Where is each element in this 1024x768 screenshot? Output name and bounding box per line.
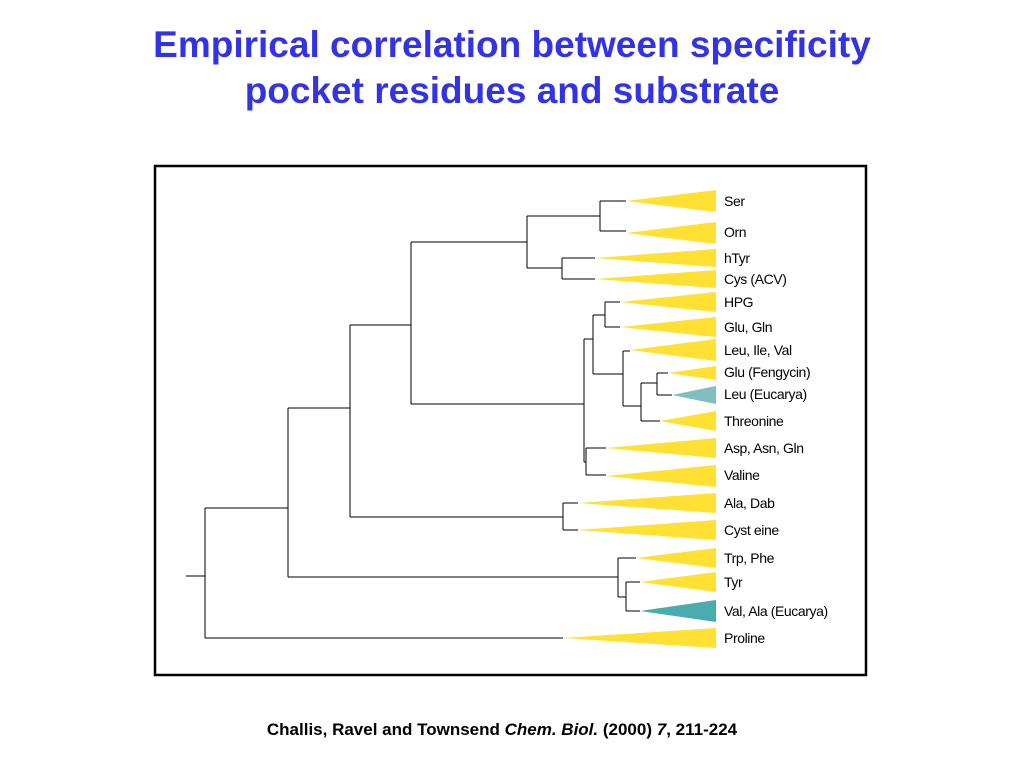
leaf-label-val-ala-eucarya: Val, Ala (Eucarya) — [724, 603, 828, 619]
leaf-wedge — [640, 572, 716, 592]
citation-authors: Challis, Ravel and Townsend — [266, 720, 505, 739]
leaf-label-cys-acv: Cys (ACV) — [724, 271, 787, 287]
leaf-label-threonine: Threonine — [724, 413, 784, 429]
branch-leu-thr — [593, 350, 630, 406]
leaf-wedges — [563, 190, 716, 648]
citation-volume: 7 — [656, 720, 667, 739]
leaf-wedge — [636, 548, 716, 568]
leaf-label-leu-ile-val: Leu, Ile, Val — [724, 342, 792, 358]
branch-ser-orn — [527, 200, 626, 232]
leaf-label-trp-phe: Trp, Phe — [724, 550, 775, 566]
leaf-wedge — [626, 222, 716, 244]
citation: Challis, Ravel and Townsend Chem. Biol. … — [0, 720, 1004, 740]
branch-trp-tyr-split — [617, 557, 636, 597]
branch-asp-valine — [584, 447, 606, 476]
leaf-label-leu-eucarya: Leu (Eucarya) — [724, 386, 807, 402]
leaf-label-orn: Orn — [724, 224, 746, 240]
citation-journal: Chem. Biol. — [504, 720, 599, 739]
leaf-label-glu-gln: Glu, Gln — [724, 319, 772, 335]
leaf-label-valine: Valine — [724, 467, 760, 483]
leaf-wedge — [606, 438, 716, 458]
leaf-label-ala-dab: Ala, Dab — [724, 495, 775, 511]
leaf-labels: Ser Orn hTyr Cys (ACV) HPG Glu, Gln Leu,… — [724, 193, 828, 646]
leaf-wedge — [672, 386, 716, 404]
leaf-label-glu-fengycin: Glu (Fengycin) — [724, 364, 810, 380]
leaf-wedge — [640, 600, 716, 622]
leaf-wedge — [668, 366, 716, 380]
leaf-wedge — [620, 317, 716, 337]
branch-hpg-glu — [593, 301, 620, 328]
leaf-wedge — [626, 190, 716, 212]
branch-tyr-val — [618, 581, 640, 612]
branch-hpg-leu-subclade — [584, 315, 594, 374]
leaf-wedge — [578, 520, 716, 540]
title-line-1: Empirical correlation between specificit… — [153, 24, 871, 65]
leaf-wedge — [578, 493, 716, 513]
leaf-wedge — [620, 292, 716, 312]
leaf-wedge — [595, 249, 716, 267]
leaf-wedge — [660, 411, 716, 431]
tree-frame — [153, 164, 868, 677]
leaf-label-tyr: Tyr — [724, 574, 743, 590]
branch-ala-cyst — [562, 502, 578, 531]
leaf-label-htyr: hTyr — [724, 250, 750, 266]
leaf-label-ser: Ser — [724, 193, 745, 209]
leaf-label-cysteine: Cyst eine — [724, 522, 779, 538]
slide-title: Empirical correlation between specificit… — [0, 22, 1024, 114]
leaf-wedge — [630, 339, 716, 361]
branch-fengycin-thr — [623, 383, 660, 422]
branch-htyr-cys — [527, 257, 595, 280]
leaf-wedge — [563, 628, 716, 648]
leaf-wedge — [595, 270, 716, 288]
leaf-label-hpg: HPG — [724, 294, 753, 310]
leaf-wedge — [606, 465, 716, 487]
leaf-label-proline: Proline — [724, 630, 765, 646]
leaf-label-asp-asn-gln: Asp, Asn, Gln — [724, 440, 804, 456]
branch-fengycin-eucarya — [641, 372, 672, 396]
title-line-2: pocket residues and substrate — [244, 70, 780, 111]
citation-pages: , 211-224 — [666, 720, 738, 739]
citation-year: (2000) — [598, 720, 657, 739]
tree-branches — [186, 200, 672, 639]
